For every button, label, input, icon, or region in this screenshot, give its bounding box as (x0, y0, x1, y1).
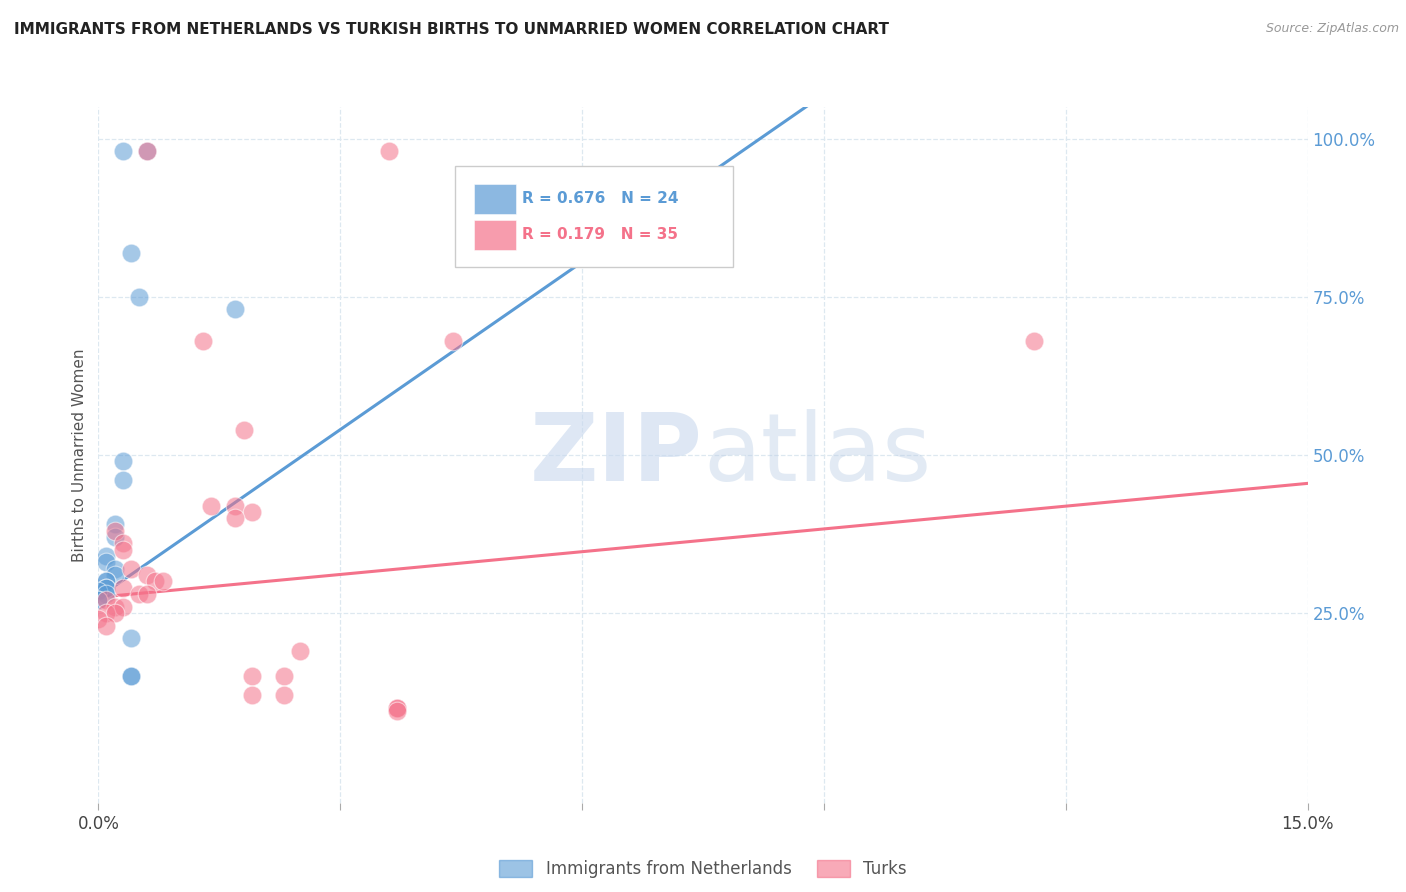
Point (96, 593, 118, 607)
Point (87, 593, 110, 607)
Point (377, 145, 399, 159)
Point (128, 587, 150, 601)
Point (224, 302, 246, 317)
Point (385, 701, 408, 715)
Point (441, 334, 464, 348)
Point (103, 568, 125, 582)
Point (111, 581, 134, 595)
Point (87, 593, 110, 607)
Point (152, 574, 174, 589)
Point (240, 669, 263, 683)
Point (96, 556, 118, 570)
Point (111, 536, 134, 550)
Text: R = 0.676   N = 24: R = 0.676 N = 24 (522, 191, 678, 206)
Point (135, 145, 157, 159)
Point (103, 517, 125, 532)
Text: IMMIGRANTS FROM NETHERLANDS VS TURKISH BIRTHS TO UNMARRIED WOMEN CORRELATION CHA: IMMIGRANTS FROM NETHERLANDS VS TURKISH B… (14, 22, 889, 37)
FancyBboxPatch shape (456, 166, 734, 267)
Point (111, 454, 134, 468)
Point (1022, 334, 1045, 348)
Point (232, 423, 254, 437)
Point (111, 145, 134, 159)
FancyBboxPatch shape (474, 219, 516, 251)
Point (96, 581, 118, 595)
Point (96, 574, 118, 589)
Point (96, 549, 118, 563)
Point (135, 145, 157, 159)
Point (143, 574, 166, 589)
Text: Source: ZipAtlas.com: Source: ZipAtlas.com (1265, 22, 1399, 36)
Point (120, 562, 142, 576)
Point (288, 644, 311, 658)
Point (385, 704, 408, 718)
Point (87, 612, 110, 626)
Point (273, 688, 295, 702)
Point (96, 574, 118, 589)
Point (111, 599, 134, 614)
Point (103, 530, 125, 544)
Text: R = 0.179   N = 35: R = 0.179 N = 35 (522, 227, 678, 242)
Point (103, 562, 125, 576)
Point (128, 290, 150, 304)
Point (224, 499, 246, 513)
Legend: Immigrants from Netherlands, Turks: Immigrants from Netherlands, Turks (492, 854, 914, 885)
Point (120, 632, 142, 646)
Point (193, 334, 215, 348)
Point (224, 511, 246, 525)
Point (111, 473, 134, 487)
Point (103, 599, 125, 614)
Point (240, 688, 263, 702)
Point (111, 542, 134, 557)
Point (200, 499, 222, 513)
Point (96, 618, 118, 632)
Point (135, 587, 157, 601)
Point (273, 669, 295, 683)
Point (103, 606, 125, 620)
Text: atlas: atlas (703, 409, 931, 501)
Text: ZIP: ZIP (530, 409, 703, 501)
Point (103, 524, 125, 538)
Point (135, 568, 157, 582)
Point (240, 505, 263, 519)
Point (96, 581, 118, 595)
Point (120, 669, 142, 683)
Point (87, 583, 110, 598)
Point (120, 669, 142, 683)
FancyBboxPatch shape (474, 184, 516, 214)
Y-axis label: Births to Unmarried Women: Births to Unmarried Women (72, 348, 87, 562)
Point (96, 606, 118, 620)
Point (120, 245, 142, 260)
Point (385, 701, 408, 715)
Point (96, 587, 118, 601)
